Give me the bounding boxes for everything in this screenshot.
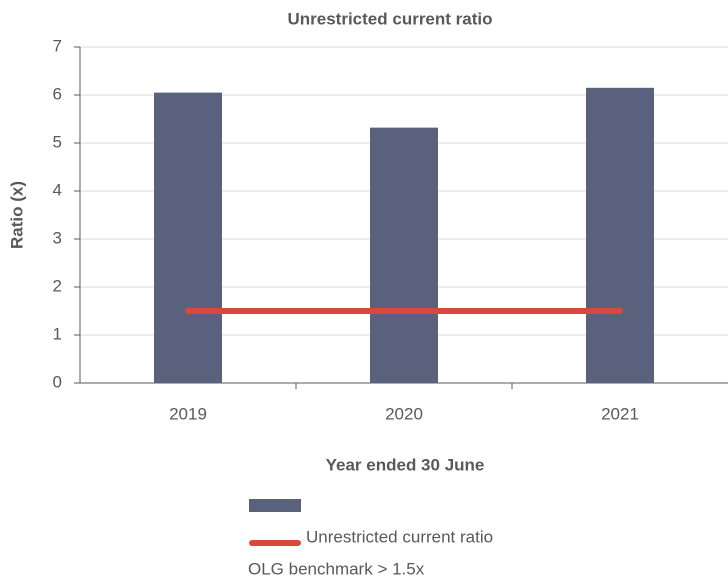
y-tick-label: 2 [53,276,62,295]
y-tick-label: 0 [53,372,62,391]
x-tick-label: 2019 [169,404,207,423]
chart-title: Unrestricted current ratio [288,9,493,28]
bar [370,127,438,383]
bar [586,87,654,384]
bar [154,92,222,383]
y-tick-label: 1 [53,324,62,343]
y-tick-label: 6 [53,84,62,103]
y-tick-label: 7 [53,36,62,55]
y-tick-label: 3 [53,228,62,247]
y-tick-label: 5 [53,132,62,151]
x-tick-label: 2021 [601,404,639,423]
x-tick-label: 2020 [385,404,423,423]
y-axis-title: Ratio (x) [7,181,26,249]
legend-label: OLG benchmark > 1.5x [248,559,425,578]
x-axis-title: Year ended 30 June [326,455,485,474]
legend-swatch [249,499,301,512]
legend-label: Unrestricted current ratio [306,527,493,546]
y-tick-label: 4 [53,180,62,199]
